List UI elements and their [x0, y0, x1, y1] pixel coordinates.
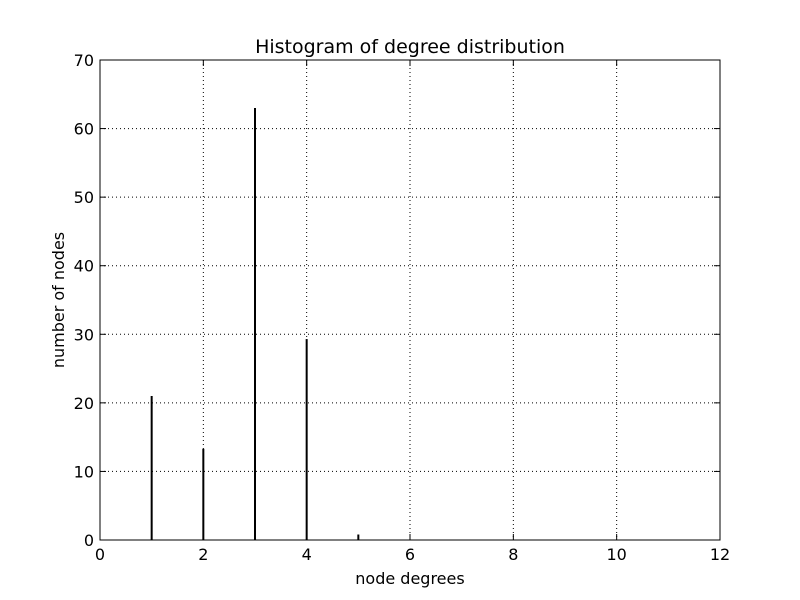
y-axis-label: number of nodes: [49, 232, 68, 368]
y-tick-label: 70: [74, 51, 94, 70]
y-tick-label: 10: [74, 462, 94, 481]
x-tick-label: 0: [95, 545, 105, 564]
y-tick-label: 60: [74, 120, 94, 139]
bars: [150, 108, 360, 540]
bar-degree-4: [305, 339, 308, 540]
x-tick-label: 2: [198, 545, 208, 564]
y-tick-label: 20: [74, 394, 94, 413]
grid-lines: [100, 60, 720, 540]
y-tick-label: 40: [74, 257, 94, 276]
bar-degree-3: [254, 108, 256, 540]
bar-degree-2: [202, 448, 205, 540]
x-tick-label: 12: [710, 545, 730, 564]
axis-ticks: 0 2 4 6 8 10 12 0 10 20 30 40 50 60 70: [74, 51, 731, 564]
x-axis-label: node degrees: [355, 569, 464, 588]
x-tick-label: 8: [508, 545, 518, 564]
x-tick-label: 10: [606, 545, 626, 564]
x-tick-label: 4: [302, 545, 312, 564]
y-tick-label: 0: [84, 531, 94, 550]
y-tick-label: 50: [74, 188, 94, 207]
chart-title: Histogram of degree distribution: [255, 36, 565, 58]
bar-degree-5: [357, 534, 360, 540]
y-tick-label: 30: [74, 325, 94, 344]
bar-degree-1: [150, 396, 153, 540]
x-tick-label: 6: [405, 545, 415, 564]
